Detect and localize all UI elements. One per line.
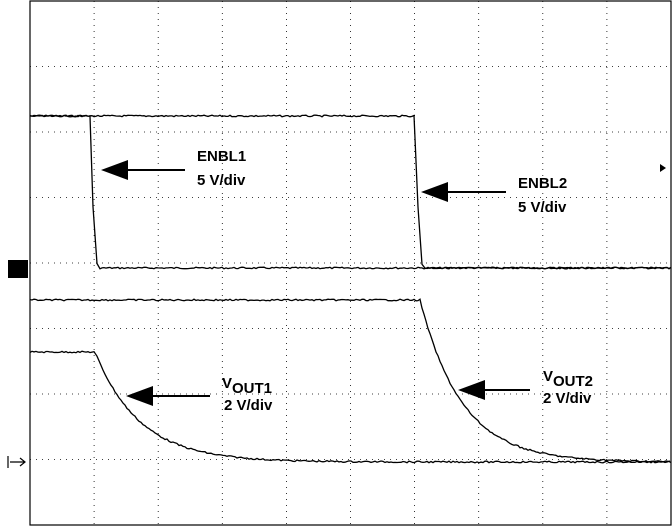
symbol: V	[543, 368, 553, 385]
waveform	[29, 298, 671, 463]
trace-scale: 2 V/div	[224, 397, 273, 414]
arrow-head	[126, 386, 153, 406]
trace-scale: 2 V/div	[543, 390, 592, 407]
screen-border	[29, 0, 672, 526]
arrow-head	[421, 182, 448, 202]
trace-name: VOUT2	[543, 368, 593, 390]
subscript: OUT2	[553, 373, 593, 390]
arrows	[101, 160, 530, 406]
trace-name: ENBL1	[197, 148, 246, 165]
ref-marker	[7, 456, 26, 468]
waveform	[29, 114, 672, 270]
waveform	[29, 350, 672, 464]
trigger-marker	[660, 164, 666, 172]
trace-scale: 5 V/div	[518, 199, 567, 216]
symbol: V	[222, 375, 232, 392]
waveform	[29, 114, 671, 270]
arrow-head	[101, 160, 128, 180]
graticule	[30, 1, 671, 525]
waveforms	[29, 114, 672, 464]
arrow-head	[458, 380, 485, 400]
trace-scale: 5 V/div	[197, 172, 246, 189]
trace-name: ENBL2	[518, 175, 567, 192]
ground-marker	[8, 260, 28, 278]
subscript: OUT1	[232, 380, 272, 397]
trace-name: VOUT1	[222, 375, 272, 397]
